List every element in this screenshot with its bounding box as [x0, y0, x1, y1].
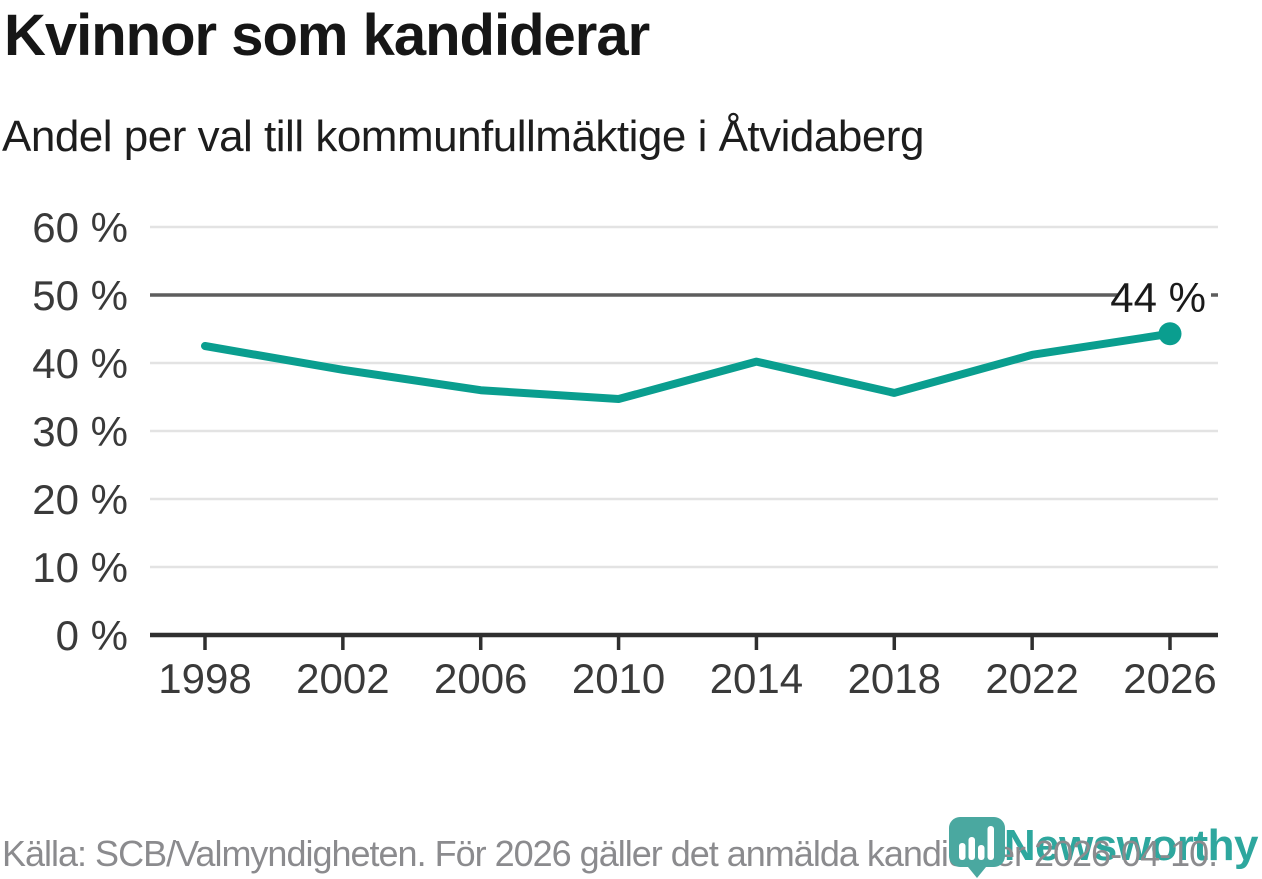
x-axis-tick-label: 1998 [158, 655, 251, 702]
end-label-backing [1118, 275, 1211, 322]
end-value-label: 44 % [1110, 274, 1206, 321]
y-axis-tick-label: 0 % [56, 612, 128, 659]
last-point-marker [1158, 322, 1182, 346]
newsworthy-pin-barchart-icon [949, 817, 1005, 878]
y-axis-tick-label: 30 % [32, 408, 128, 455]
x-axis-tick-label: 2006 [434, 655, 527, 702]
source-note: Källa: SCB/Valmyndigheten. För 2026 gäll… [2, 833, 1218, 874]
x-axis-tick-label: 2018 [848, 655, 941, 702]
x-axis-tick-label: 2002 [296, 655, 389, 702]
y-axis-tick-label: 10 % [32, 544, 128, 591]
data-line-series [201, 329, 1174, 404]
y-axis-tick-label: 60 % [32, 204, 128, 251]
chart-title: Kvinnor som kandiderar [4, 3, 650, 68]
x-axis-tick-label: 2014 [710, 655, 803, 702]
x-axis-tick-label: 2022 [985, 655, 1078, 702]
newsworthy-wordmark: Newsworthy [1003, 821, 1259, 870]
chart-subtitle: Andel per val till kommunfullmäktige i Å… [2, 112, 924, 161]
line-chart-canvas: 0 % 10 % 20 % 30 % 40 % 50 % 60 % 1998 2002 2006 2… [32, 204, 1218, 702]
y-axis-tick-label: 20 % [32, 476, 128, 523]
y-axis-tick-label: 40 % [32, 340, 128, 387]
x-axis-tick-label: 2010 [572, 655, 665, 702]
y-axis-tick-label: 50 % [32, 272, 128, 319]
x-axis-tick-label: 2026 [1123, 655, 1216, 702]
